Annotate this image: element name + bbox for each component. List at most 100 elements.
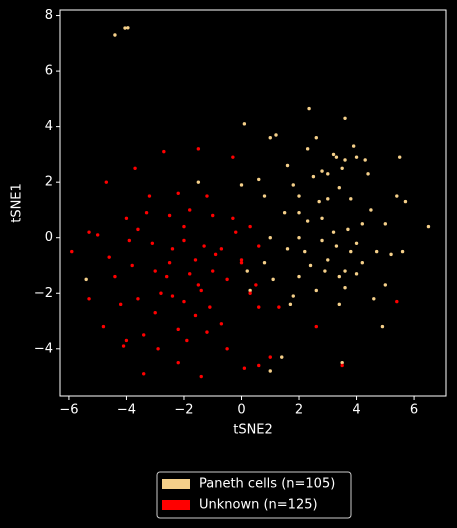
point: [257, 363, 261, 368]
point: [248, 291, 252, 295]
point: [320, 238, 324, 243]
point: [308, 263, 313, 268]
point: [320, 216, 324, 220]
point: [118, 302, 123, 307]
point: [314, 288, 318, 293]
point: [343, 116, 347, 121]
point: [383, 222, 388, 226]
point: [372, 297, 376, 301]
point: [303, 249, 307, 254]
point: [213, 252, 218, 257]
point: [170, 247, 175, 251]
point: [113, 33, 117, 37]
point: [360, 222, 364, 226]
point: [426, 224, 431, 229]
point: [297, 211, 301, 215]
point: [188, 272, 192, 276]
point: [340, 360, 344, 365]
x-tick-label: 2: [295, 403, 303, 418]
point: [320, 169, 324, 173]
point: [196, 147, 201, 151]
point: [182, 224, 186, 229]
point: [124, 216, 129, 220]
point: [196, 283, 201, 287]
x-tick-label: −4: [117, 403, 136, 418]
point: [314, 136, 318, 140]
point: [107, 255, 111, 259]
point: [208, 305, 212, 309]
point: [133, 166, 137, 170]
point: [101, 324, 106, 329]
point: [383, 283, 388, 287]
point: [70, 249, 74, 254]
legend-swatch: [162, 479, 190, 489]
point: [268, 136, 272, 140]
point: [268, 355, 272, 359]
x-tick-label: −2: [174, 403, 193, 418]
point: [248, 224, 252, 229]
y-tick-label: 6: [45, 64, 53, 79]
y-tick-label: 0: [45, 230, 53, 245]
point: [167, 261, 172, 265]
point: [389, 252, 393, 257]
point: [285, 247, 290, 251]
point: [193, 313, 198, 318]
x-tick-label: 0: [237, 403, 245, 418]
point: [317, 199, 321, 204]
point: [231, 216, 235, 220]
point: [297, 274, 301, 279]
point: [113, 274, 117, 279]
point: [268, 236, 272, 240]
point: [126, 26, 130, 30]
point: [326, 197, 330, 201]
point: [314, 324, 318, 329]
point: [104, 180, 109, 184]
point: [337, 186, 341, 190]
y-tick-label: 8: [45, 8, 53, 23]
point: [121, 344, 126, 348]
point: [242, 366, 247, 370]
point: [130, 263, 134, 268]
point: [323, 269, 327, 273]
point: [340, 363, 344, 368]
point: [369, 208, 373, 212]
point: [277, 305, 281, 309]
y-tick-label: −2: [34, 286, 53, 301]
point: [87, 297, 91, 301]
point: [257, 177, 261, 182]
point: [343, 158, 347, 162]
point: [144, 211, 149, 215]
point: [159, 291, 163, 295]
point: [211, 269, 215, 273]
point: [196, 180, 201, 184]
point: [176, 191, 180, 195]
legend-box: [156, 471, 352, 519]
y-tick-label: −4: [34, 341, 53, 356]
point: [334, 244, 339, 248]
point: [199, 374, 203, 379]
point: [84, 277, 88, 282]
point: [136, 297, 140, 301]
point: [326, 172, 330, 176]
y-tick-label: 4: [45, 119, 53, 134]
point: [142, 372, 146, 376]
point: [403, 199, 408, 204]
point: [153, 310, 157, 315]
point: [363, 158, 367, 162]
point: [297, 236, 301, 240]
point: [165, 274, 169, 279]
point: [311, 174, 316, 179]
point: [285, 163, 290, 168]
point: [268, 369, 272, 373]
point: [337, 302, 341, 307]
point: [257, 244, 261, 248]
point: [211, 213, 215, 218]
y-tick-label: 2: [45, 175, 53, 190]
point: [156, 347, 160, 351]
point: [297, 194, 301, 198]
point: [395, 299, 399, 304]
point: [397, 155, 402, 159]
point: [136, 227, 140, 232]
legend-label: Unknown (n=125): [199, 498, 318, 513]
